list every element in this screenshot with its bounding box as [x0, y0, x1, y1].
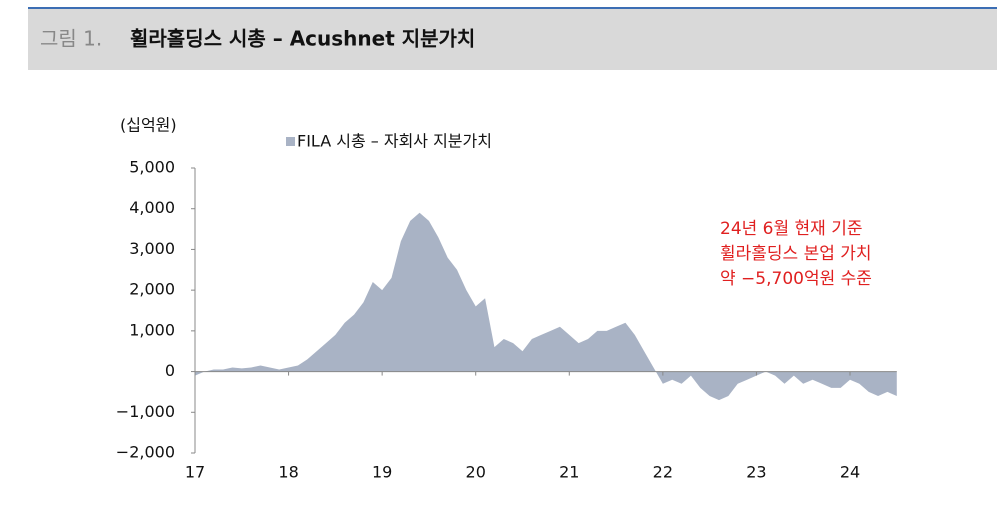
area	[195, 212, 897, 401]
x-tick-label: 23	[746, 463, 766, 482]
figure-label: 그림 1.	[40, 27, 102, 51]
x-tick-label: 18	[278, 463, 298, 482]
legend-swatch	[286, 137, 295, 146]
x-tick-label: 17	[185, 463, 205, 482]
y-tick-label: −1,000	[116, 402, 175, 421]
x-tick-label: 20	[466, 463, 486, 482]
header-rule	[28, 7, 997, 9]
y-tick-label: −2,000	[116, 443, 175, 462]
y-tick-label: 1,000	[129, 320, 175, 339]
legend-label: FILA 시총 – 자회사 지분가치	[297, 132, 492, 151]
chart-title: 휠라홀딩스 시총 – Acushnet 지분가치	[130, 27, 475, 51]
x-tick-label: 22	[653, 463, 673, 482]
x-tick-label: 19	[372, 463, 392, 482]
annotation-line: 휠라홀딩스 본업 가치	[720, 244, 872, 264]
y-tick-label: 4,000	[129, 198, 175, 217]
y-tick-label: 2,000	[129, 280, 175, 299]
annotation-line: 24년 6월 현재 기준	[720, 219, 863, 239]
annotation-line: 약 −5,700억원 수준	[720, 269, 872, 289]
y-unit: (십억원)	[120, 116, 177, 135]
y-tick-label: 0	[165, 361, 175, 380]
x-tick-label: 21	[559, 463, 579, 482]
x-tick-label: 24	[840, 463, 860, 482]
y-tick-label: 3,000	[129, 239, 175, 258]
y-tick-label: 5,000	[129, 158, 175, 177]
header-band	[28, 9, 997, 70]
